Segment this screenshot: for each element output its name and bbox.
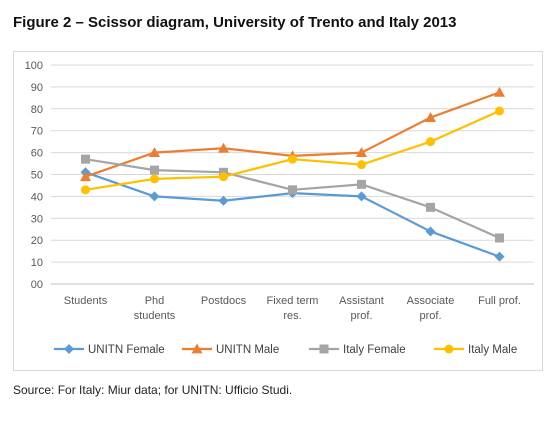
y-tick-label: 40 [31, 191, 43, 203]
series-line-unitn-male [85, 91, 500, 178]
data-point-unitn-female [425, 226, 436, 237]
data-point-unitn-male [80, 171, 91, 182]
data-point-italy-male [426, 137, 435, 147]
y-tick-label: 80 [31, 104, 43, 116]
data-point-unitn-female [149, 191, 160, 202]
legend-marker [444, 344, 454, 354]
legend-marker [319, 344, 329, 354]
data-point-unitn-female [494, 251, 505, 262]
series-line-italy-female [85, 158, 500, 240]
legend-item-italy-female: Italy Female [309, 344, 406, 356]
data-point-italy-female [288, 185, 297, 195]
x-tick-label: Associate prof. [407, 295, 455, 322]
data-point-unitn-male [494, 86, 505, 97]
legend-label: Italy Female [343, 344, 406, 356]
x-tick-label: Assistant prof. [339, 295, 384, 322]
y-tick-label: 30 [31, 213, 43, 225]
data-point-unitn-male [356, 147, 367, 157]
legend-label: UNITN Female [88, 344, 165, 356]
data-point-italy-male [81, 185, 90, 195]
x-tick-label: Postdocs [201, 295, 247, 307]
x-tick-label: Fixed term res. [267, 295, 319, 322]
data-point-unitn-male [218, 142, 229, 153]
x-tick-label: Phd students [134, 295, 176, 322]
data-point-italy-male [150, 174, 159, 184]
data-point-italy-male [219, 172, 228, 182]
x-tick-label: Students [64, 295, 108, 307]
data-point-italy-female [357, 179, 366, 189]
series-line-unitn-female [85, 171, 500, 258]
y-tick-label: 100 [25, 60, 43, 72]
data-point-unitn-male [149, 147, 160, 157]
data-point-unitn-male [425, 112, 436, 122]
data-point-italy-male [495, 106, 504, 116]
data-point-italy-female [495, 233, 504, 243]
x-tick-label: Full prof. [478, 295, 521, 307]
y-tick-label: 70 [31, 126, 43, 138]
legend-item-unitn-female: UNITN Female [54, 344, 165, 356]
y-tick-label: 20 [31, 235, 43, 247]
data-point-italy-female [426, 202, 435, 212]
legend-label: UNITN Male [216, 344, 279, 356]
y-tick-label: 00 [31, 279, 43, 291]
chart-area: 00 10 20 30 40 50 60 70 80 90 100 Students Phd studen… [13, 51, 543, 371]
y-tick-label: 10 [31, 257, 43, 269]
legend-label: Italy Male [468, 344, 517, 356]
legend-item-italy-male: Italy Male [434, 344, 517, 356]
figure-title: Figure 2 – Scissor diagram, University o… [13, 14, 457, 31]
data-point-italy-male [288, 154, 297, 164]
source-note: Source: For Italy: Miur data; for UNITN:… [13, 383, 293, 397]
legend-marker [64, 344, 74, 354]
y-tick-label: 50 [31, 170, 43, 182]
data-point-unitn-female [356, 191, 367, 202]
data-point-italy-female [150, 165, 159, 175]
line-chart: 00 10 20 30 40 50 60 70 80 90 100 Students Phd studen… [25, 60, 534, 356]
data-point-italy-male [357, 160, 366, 170]
data-point-italy-female [81, 154, 90, 164]
y-tick-label: 90 [31, 82, 43, 94]
legend-marker [191, 343, 203, 354]
legend-item-unitn-male: UNITN Male [182, 343, 279, 356]
y-tick-label: 60 [31, 148, 43, 160]
data-point-unitn-female [218, 195, 229, 206]
